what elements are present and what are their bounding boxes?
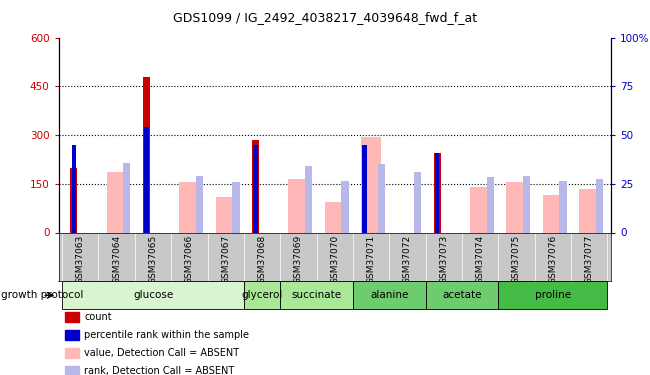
FancyBboxPatch shape [280,281,353,309]
FancyBboxPatch shape [244,281,280,309]
Bar [107,172,127,232]
Bar [523,176,530,232]
Bar [289,179,308,232]
Text: GSM37076: GSM37076 [549,235,557,284]
Text: GSM37071: GSM37071 [367,235,376,284]
Bar [363,145,367,232]
Text: succinate: succinate [291,290,342,300]
Bar [143,76,150,232]
Text: proline: proline [535,290,571,300]
FancyBboxPatch shape [426,281,499,309]
Text: GSM37072: GSM37072 [403,235,412,284]
Bar [435,153,439,232]
Text: percentile rank within the sample: percentile rank within the sample [84,330,250,340]
Bar [506,182,526,232]
Bar [341,180,348,232]
Text: GSM37075: GSM37075 [512,235,521,284]
Text: glucose: glucose [133,290,173,300]
Bar [254,145,257,232]
Bar [378,164,385,232]
Bar [305,166,312,232]
Bar [72,145,76,232]
Bar [70,168,77,232]
Text: GSM37070: GSM37070 [330,235,339,284]
Text: rank, Detection Call = ABSENT: rank, Detection Call = ABSENT [84,366,235,375]
Text: value, Detection Call = ABSENT: value, Detection Call = ABSENT [84,348,240,358]
Bar [124,163,131,232]
Text: GSM37074: GSM37074 [476,235,485,284]
Text: GSM37064: GSM37064 [112,235,121,284]
Bar [596,179,603,232]
Text: GSM37073: GSM37073 [439,235,448,284]
Bar [196,176,203,232]
Text: acetate: acetate [442,290,482,300]
Bar [325,202,344,232]
Bar [543,195,563,232]
Bar [414,172,421,232]
FancyBboxPatch shape [499,281,607,309]
Bar [470,187,490,232]
Text: GDS1099 / IG_2492_4038217_4039648_fwd_f_at: GDS1099 / IG_2492_4038217_4039648_fwd_f_… [173,11,477,24]
Bar [434,153,441,232]
Bar [361,136,381,232]
Bar [487,177,494,232]
Bar [179,182,200,232]
Text: GSM37068: GSM37068 [257,235,266,284]
Bar [579,189,599,232]
Bar [216,197,236,232]
Text: alanine: alanine [370,290,408,300]
Text: glycerol: glycerol [241,290,283,300]
Text: GSM37067: GSM37067 [221,235,230,284]
FancyBboxPatch shape [62,281,244,309]
Text: GSM37077: GSM37077 [585,235,593,284]
Bar [232,182,239,232]
Bar [144,127,149,232]
Text: GSM37066: GSM37066 [185,235,194,284]
Text: GSM37063: GSM37063 [76,235,85,284]
Bar [560,180,567,232]
FancyBboxPatch shape [353,281,426,309]
Text: GSM37069: GSM37069 [294,235,303,284]
Text: count: count [84,312,112,322]
Text: GSM37065: GSM37065 [148,235,157,284]
Bar [252,140,259,232]
Text: growth protocol: growth protocol [1,290,84,300]
